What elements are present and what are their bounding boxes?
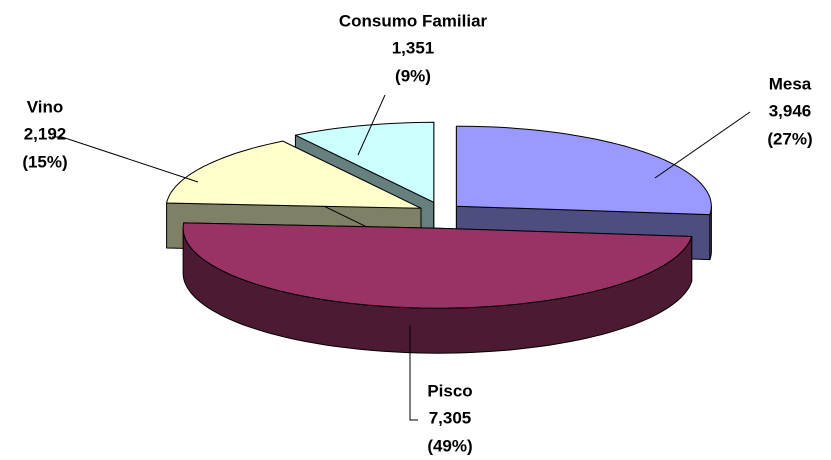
leader-line <box>654 111 751 179</box>
leader-line <box>52 136 199 183</box>
category-label: Vino <box>27 97 64 116</box>
value-label: 3,946 <box>769 101 812 120</box>
slice <box>294 121 435 203</box>
leader-line <box>357 94 386 156</box>
slice <box>166 140 422 209</box>
slice <box>455 125 712 216</box>
category-label: Consumo Familiar <box>339 11 488 30</box>
percent-label: (49%) <box>427 436 472 455</box>
leader-line <box>409 325 418 421</box>
percent-label: (9%) <box>395 66 431 85</box>
value-label: 2,192 <box>24 124 67 143</box>
pie <box>166 121 712 354</box>
labels: Mesa 3,946 (27%) Pisco 7,305 (49%) Vino 2,192 (1… <box>22 11 812 455</box>
category-label: Pisco <box>427 381 472 400</box>
slice <box>182 222 693 309</box>
category-label: Mesa <box>769 74 812 93</box>
value-label: 1,351 <box>392 38 435 57</box>
value-label: 7,305 <box>429 408 472 427</box>
percent-label: (15%) <box>22 152 67 171</box>
percent-label: (27%) <box>767 129 812 148</box>
